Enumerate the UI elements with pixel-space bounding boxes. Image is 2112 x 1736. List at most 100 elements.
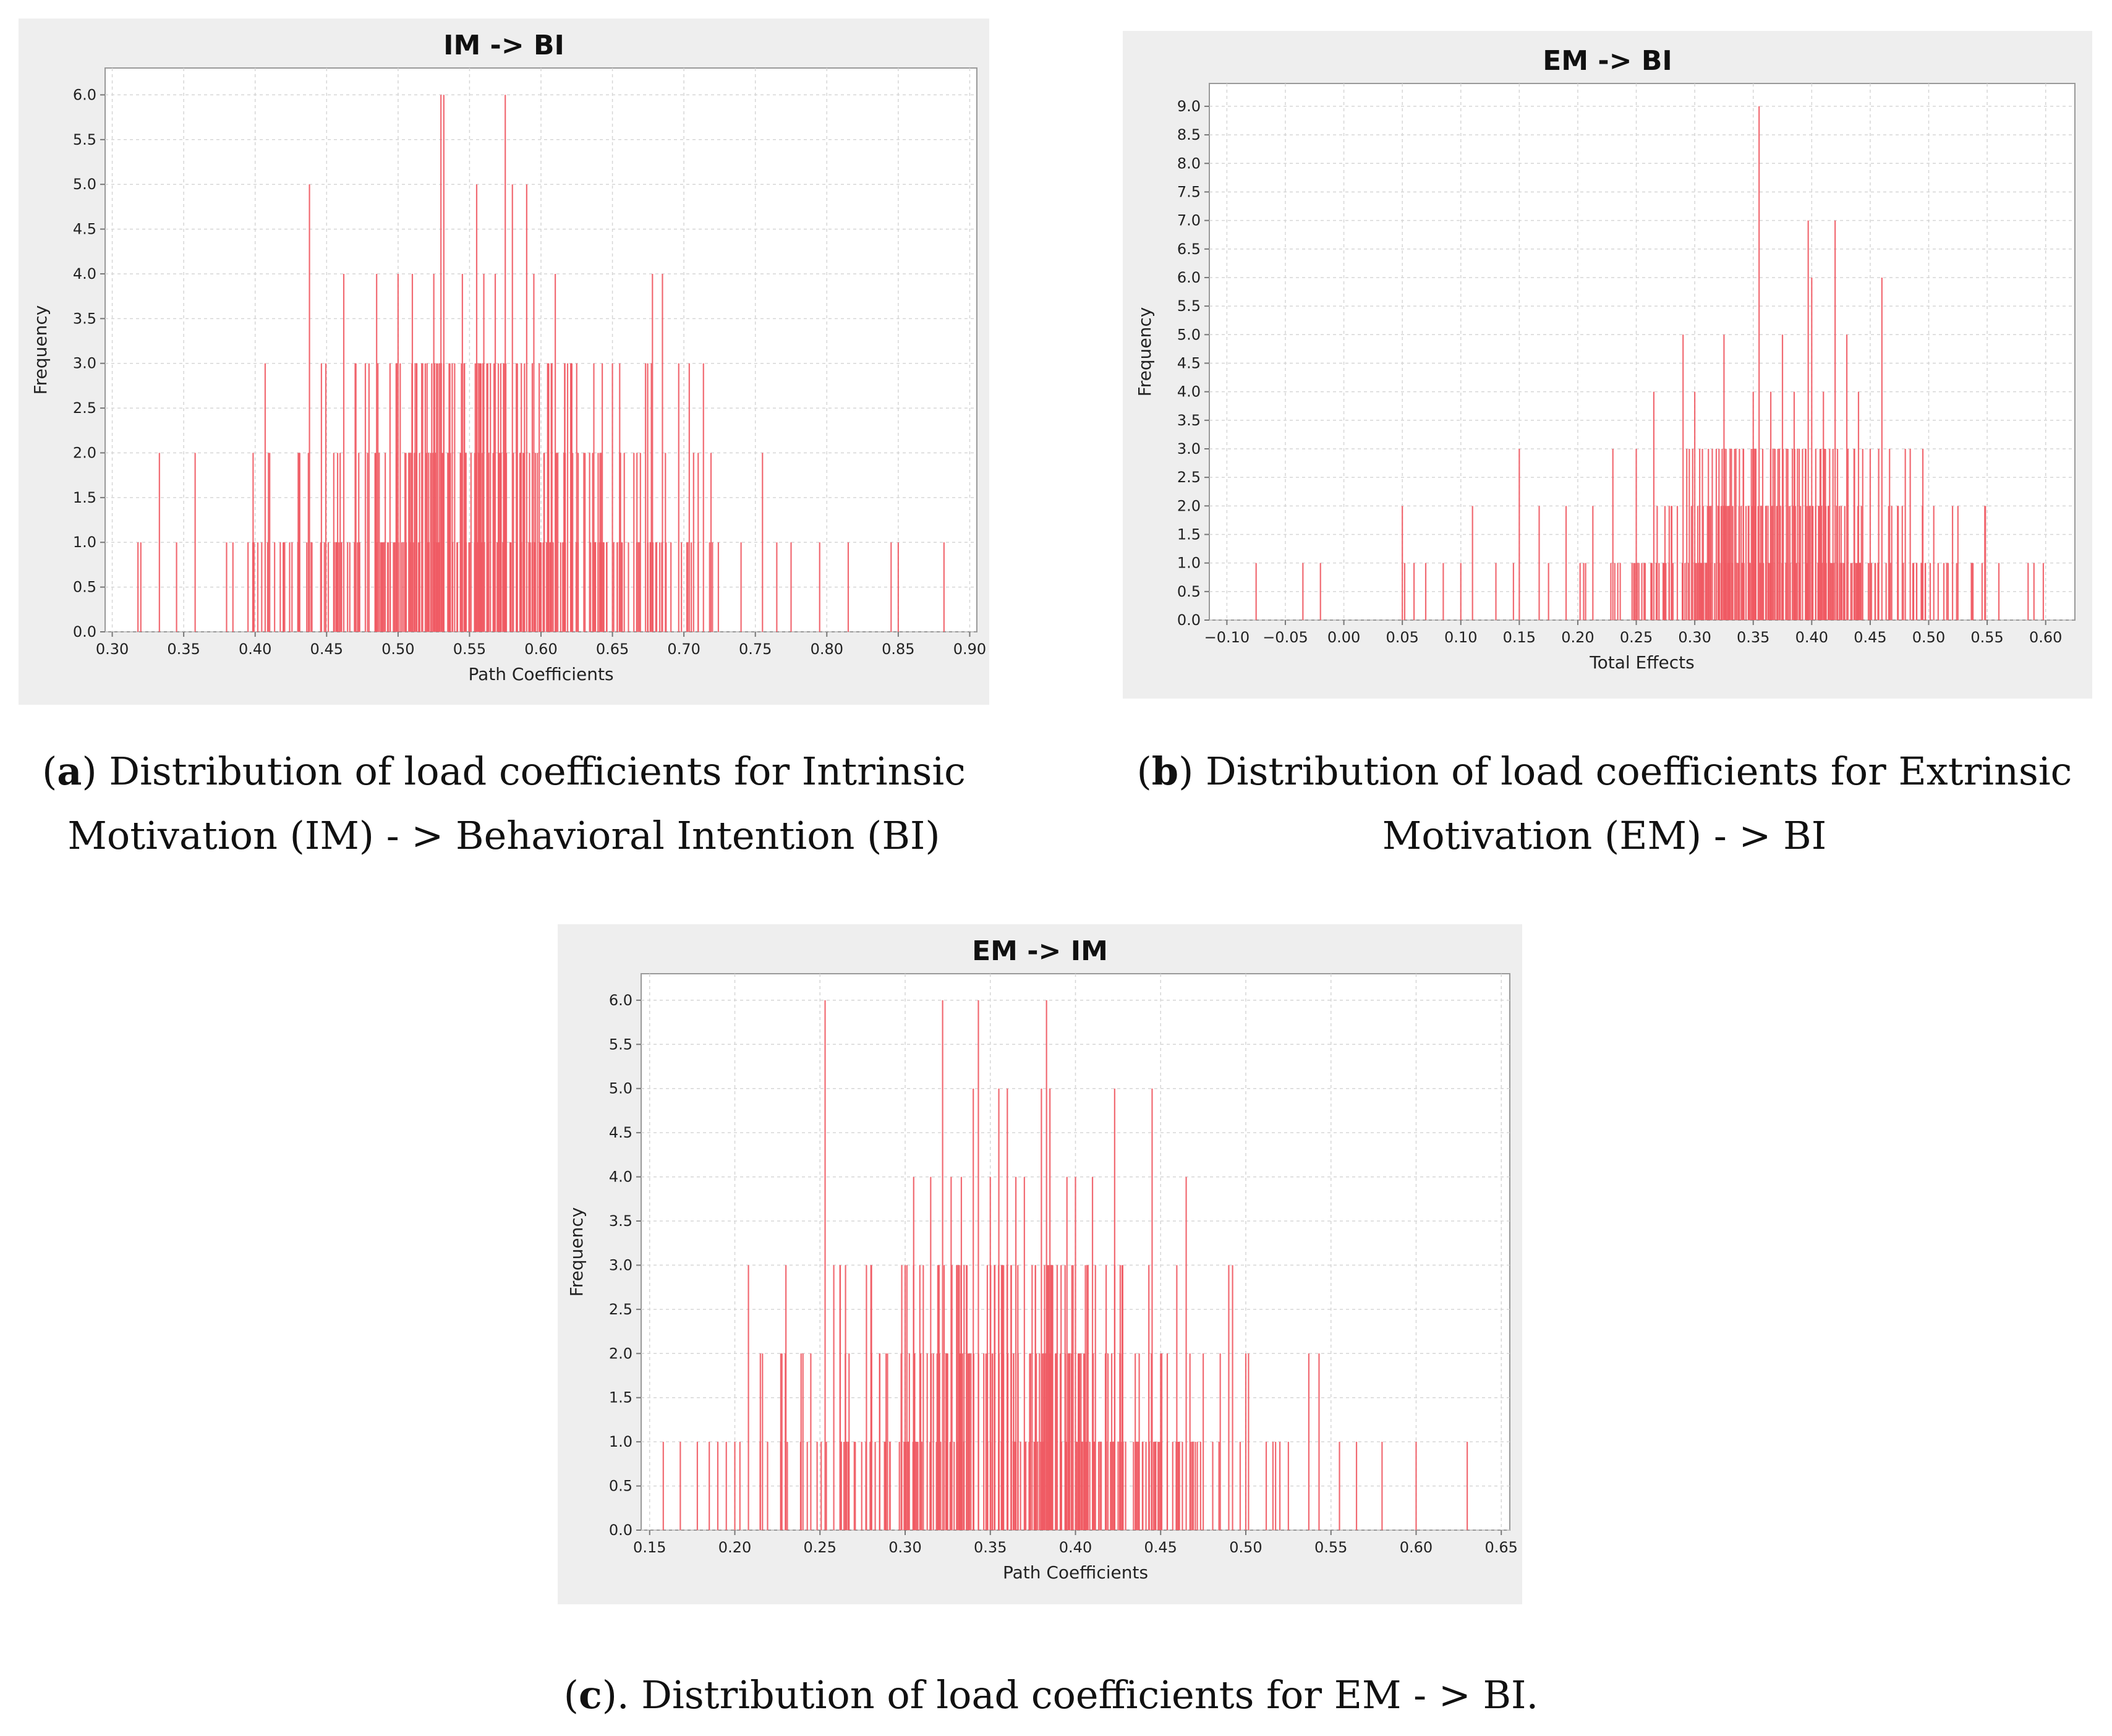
- y-tick-label: 5.0: [609, 1080, 632, 1097]
- y-tick-label: 4.5: [609, 1124, 632, 1141]
- bars-group: [662, 1000, 1468, 1530]
- caption-a-letter: a: [57, 749, 82, 794]
- y-tick-label: 1.5: [73, 489, 96, 506]
- caption-b-text: ) Distribution of load coefficients for …: [1178, 749, 2072, 858]
- chart-panel-em-im: EM -> IM 0.0 0.5 1.0 1.5 2.0 2.5 3.0 3.5 4.0 4.5 5.…: [558, 924, 1522, 1604]
- y-tick-label: 1.0: [1177, 555, 1201, 572]
- x-tick-label: 0.50: [1229, 1539, 1262, 1556]
- y-tick-label: 7.5: [1177, 183, 1201, 200]
- y-tick-label: 7.0: [1177, 212, 1201, 229]
- x-tick-label: 0.40: [239, 640, 271, 658]
- x-tick-label: 0.05: [1386, 629, 1418, 646]
- y-tick-label: 9.0: [1177, 98, 1201, 115]
- y-tick-label: 0.5: [609, 1478, 632, 1495]
- y-tick-label: 6.0: [609, 992, 632, 1009]
- y-axis-label: Frequency: [566, 1207, 587, 1297]
- x-axis-label: Total Effects: [1589, 652, 1694, 673]
- x-tick-label: 0.25: [1620, 629, 1653, 646]
- caption-a: (a) Distribution of load coefficients fo…: [12, 739, 995, 868]
- y-tick-label: 2.5: [73, 399, 96, 417]
- x-tick-label: 0.85: [882, 640, 914, 658]
- x-tick-label: 0.00: [1327, 629, 1360, 646]
- y-tick-label: 0.5: [73, 579, 96, 596]
- x-tick-label: 0.65: [596, 640, 629, 658]
- caption-a-text: ) Distribution of load coefficients for …: [67, 749, 966, 858]
- x-tick-label: 0.20: [718, 1539, 751, 1556]
- x-tick-label: 0.50: [381, 640, 414, 658]
- y-tick-label: 3.0: [609, 1256, 632, 1274]
- y-tick-label: 5.5: [1177, 297, 1201, 315]
- x-tick-label: 0.45: [310, 640, 343, 658]
- y-axis-label: Frequency: [1135, 307, 1155, 397]
- chart-im-bi: IM -> BI 0.0 0.5 1.0 1.5 2.0 2.5 3.0 3.5 4.0 4.5 5.…: [30, 30, 986, 684]
- y-tick-label: 3.5: [1177, 412, 1201, 429]
- x-tick-label: −0.05: [1263, 629, 1308, 646]
- bars-group: [1255, 106, 2045, 620]
- caption-c-letter: c: [578, 1672, 602, 1717]
- chart-title: IM -> BI: [443, 30, 564, 61]
- caption-b-open: (: [1136, 749, 1152, 794]
- x-tick-label: 0.40: [1059, 1539, 1092, 1556]
- y-tick-label: 8.0: [1177, 155, 1201, 172]
- x-axis-label: Path Coefficients: [1003, 1562, 1148, 1583]
- y-tick-label: 0.0: [73, 623, 96, 640]
- chart-title: EM -> IM: [972, 935, 1108, 967]
- y-tick-label: 0.0: [1177, 611, 1201, 629]
- y-tick-label: 2.0: [73, 444, 96, 461]
- chart-panel-em-bi: EM -> BI 0.0 0.5 1.0 1.5 2.0 2.5 3.0 3.5 4.0 4.5 5.…: [1123, 31, 2092, 699]
- y-tick-label: 4.5: [1177, 354, 1201, 372]
- y-axis-label: Frequency: [30, 305, 51, 395]
- caption-b: (b) Distribution of load coefficients fo…: [1107, 739, 2102, 868]
- x-tick-label: 0.35: [1737, 629, 1769, 646]
- chart-panel-im-bi: IM -> BI 0.0 0.5 1.0 1.5 2.0 2.5 3.0 3.5 4.0 4.5 5.…: [19, 19, 989, 705]
- x-tick-label: 0.70: [667, 640, 700, 658]
- y-tick-label: 2.0: [609, 1345, 632, 1362]
- x-tick-label: 0.65: [1485, 1539, 1518, 1556]
- y-tick-label: 4.0: [609, 1168, 632, 1186]
- bars-group: [137, 95, 945, 632]
- x-tick-label: 0.50: [1912, 629, 1945, 646]
- y-tick-label: 0.5: [1177, 583, 1201, 600]
- x-tick-label: 0.75: [739, 640, 772, 658]
- y-tick-label: 1.5: [609, 1389, 632, 1406]
- x-tick-label: 0.90: [953, 640, 986, 658]
- caption-c: (c). Distribution of load coefficients f…: [371, 1663, 1731, 1727]
- y-tick-label: 3.5: [73, 310, 96, 327]
- y-tick-label: 2.5: [609, 1301, 632, 1318]
- caption-a-open: (: [42, 749, 57, 794]
- y-tick-label: 6.5: [1177, 240, 1201, 258]
- x-axis-label: Path Coefficients: [468, 664, 613, 684]
- y-tick-label: 4.0: [73, 265, 96, 283]
- y-tick-label: 5.5: [609, 1036, 632, 1053]
- x-tick-label: 0.30: [888, 1539, 921, 1556]
- x-tick-label: 0.45: [1854, 629, 1886, 646]
- y-tick-label: 5.5: [73, 131, 96, 148]
- x-tick-label: 0.35: [974, 1539, 1007, 1556]
- y-tick-label: 3.0: [1177, 440, 1201, 457]
- y-tick-label: 4.5: [73, 221, 96, 238]
- chart-em-im: EM -> IM 0.0 0.5 1.0 1.5 2.0 2.5 3.0 3.5 4.0 4.5 5.…: [566, 935, 1518, 1583]
- x-tick-label: 0.40: [1795, 629, 1828, 646]
- x-tick-label: 0.60: [2029, 629, 2062, 646]
- caption-c-text: ). Distribution of load coefficients for…: [602, 1672, 1539, 1717]
- y-tick-label: 8.5: [1177, 126, 1201, 143]
- y-tick-label: 6.0: [73, 86, 96, 103]
- x-tick-label: 0.25: [804, 1539, 837, 1556]
- y-tick-label: 5.0: [73, 176, 96, 193]
- x-tick-label: 0.55: [453, 640, 486, 658]
- y-tick-label: 2.0: [1177, 497, 1201, 514]
- y-tick-label: 1.0: [609, 1433, 632, 1450]
- y-tick-label: 4.0: [1177, 383, 1201, 401]
- chart-em-bi: EM -> BI 0.0 0.5 1.0 1.5 2.0 2.5 3.0 3.5 4.0 4.5 5.…: [1135, 45, 2076, 673]
- y-tick-label: 1.0: [73, 534, 96, 551]
- x-tick-label: 0.80: [811, 640, 843, 658]
- x-tick-label: 0.55: [1314, 1539, 1347, 1556]
- x-tick-label: 0.60: [524, 640, 557, 658]
- plot-area: [1209, 83, 2076, 621]
- x-tick-label: 0.45: [1144, 1539, 1177, 1556]
- x-tick-label: 0.55: [1970, 629, 2003, 646]
- x-tick-label: 0.35: [167, 640, 200, 658]
- y-tick-label: 6.0: [1177, 269, 1201, 286]
- y-tick-label: 5.0: [1177, 326, 1201, 343]
- x-tick-label: −0.10: [1204, 629, 1250, 646]
